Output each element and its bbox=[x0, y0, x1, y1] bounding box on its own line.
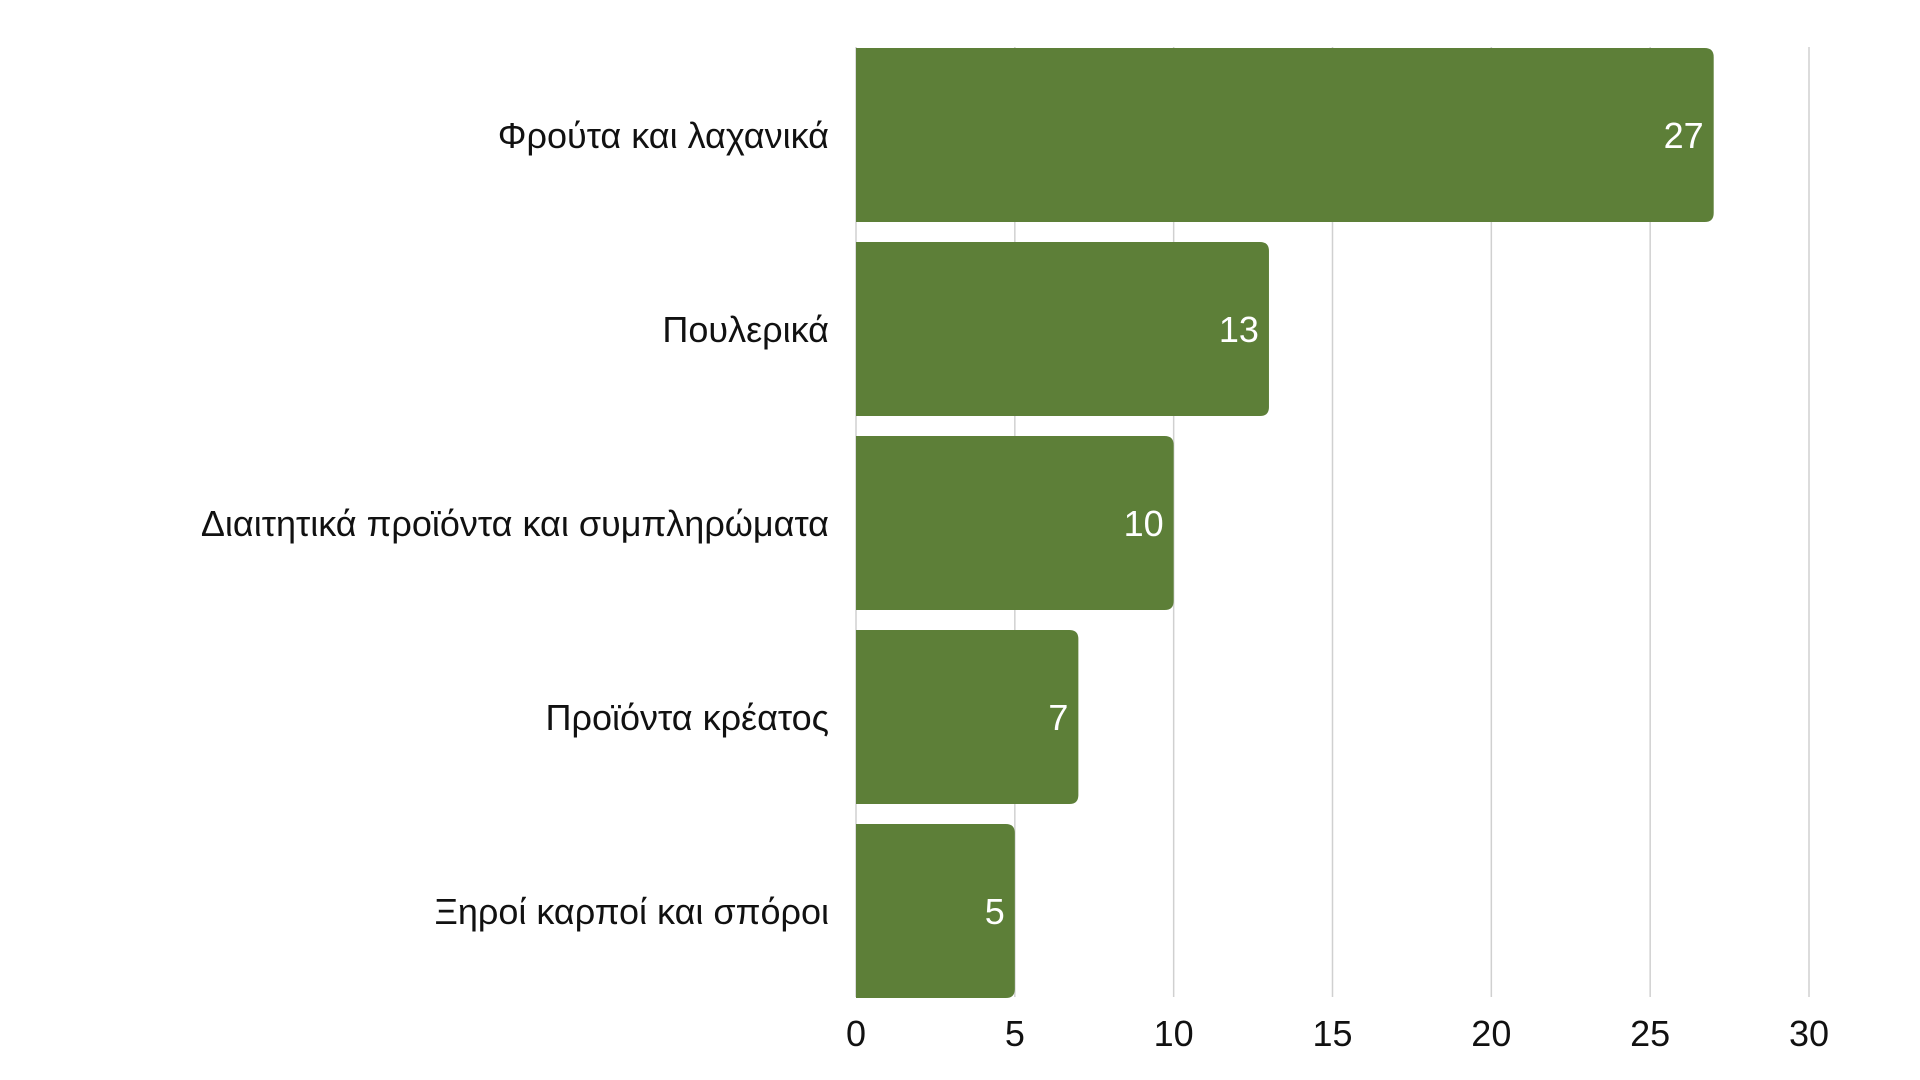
category-labels: Φρούτα και λαχανικά Πουλερικά Διαιτητικά π… bbox=[201, 115, 829, 932]
data-labels: 27 13 10 7 5 bbox=[985, 115, 1704, 932]
x-tick-label: 10 bbox=[1154, 1013, 1194, 1054]
x-tick-label: 5 bbox=[1005, 1013, 1025, 1054]
category-label: Πουλερικά bbox=[662, 309, 829, 350]
bar bbox=[856, 824, 1015, 998]
bar bbox=[856, 48, 1714, 222]
data-label: 27 bbox=[1664, 115, 1704, 156]
x-tick-label: 15 bbox=[1312, 1013, 1352, 1054]
bar bbox=[856, 436, 1174, 610]
data-label: 10 bbox=[1124, 503, 1164, 544]
data-label: 5 bbox=[985, 891, 1005, 932]
category-label: Ξηροί καρποί και σπόροι bbox=[434, 891, 829, 932]
x-tick-labels: 0 5 10 15 20 25 30 bbox=[846, 1013, 1829, 1054]
x-tick-label: 20 bbox=[1471, 1013, 1511, 1054]
category-label: Διαιτητικά προϊόντα και συμπληρώματα bbox=[201, 503, 829, 544]
category-label: Φρούτα και λαχανικά bbox=[498, 115, 829, 156]
bar bbox=[856, 630, 1079, 804]
data-label: 7 bbox=[1048, 697, 1068, 738]
bar bbox=[856, 242, 1269, 416]
x-tick-label: 0 bbox=[846, 1013, 866, 1054]
category-label: Προϊόντα κρέατος bbox=[546, 697, 829, 738]
x-tick-label: 25 bbox=[1630, 1013, 1670, 1054]
x-tick-label: 30 bbox=[1789, 1013, 1829, 1054]
bars bbox=[856, 48, 1714, 998]
data-label: 13 bbox=[1219, 309, 1259, 350]
